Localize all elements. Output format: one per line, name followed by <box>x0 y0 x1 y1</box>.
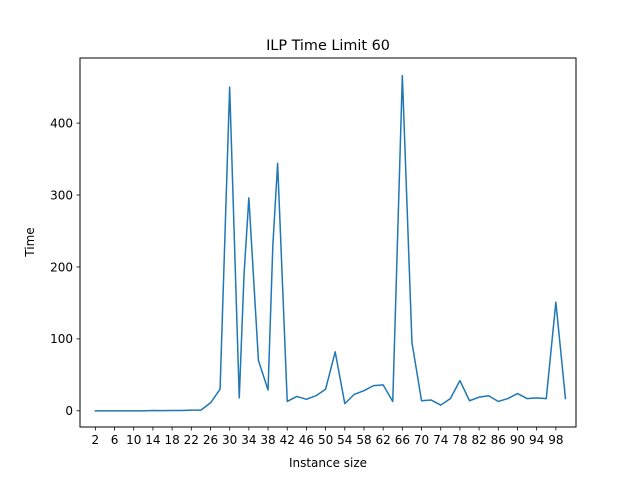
x-tick-label: 70 <box>414 433 429 447</box>
x-tick-label: 26 <box>203 433 218 447</box>
x-tick-label: 22 <box>184 433 199 447</box>
series-line <box>94 74 567 412</box>
x-tick-label: 54 <box>337 433 352 447</box>
y-axis-label: Time <box>23 227 37 257</box>
x-tick-label: 10 <box>126 433 141 447</box>
plot-frame <box>79 57 577 428</box>
x-tick-label: 98 <box>548 433 563 447</box>
x-tick-label: 66 <box>395 433 410 447</box>
x-tick-label: 58 <box>356 433 371 447</box>
x-tick-label: 42 <box>280 433 295 447</box>
x-tick-label: 50 <box>318 433 333 447</box>
x-tick-label: 86 <box>491 433 506 447</box>
plot-area <box>80 58 576 427</box>
y-tick-label: 100 <box>50 332 73 346</box>
y-tick-label: 300 <box>50 188 73 202</box>
x-tick-label: 46 <box>299 433 314 447</box>
x-tick-label: 14 <box>145 433 160 447</box>
y-tick-label: 0 <box>65 404 73 418</box>
x-tick-label: 78 <box>452 433 467 447</box>
x-tick-label: 90 <box>510 433 525 447</box>
y-tick-label: 400 <box>50 116 73 130</box>
x-tick-label: 38 <box>260 433 275 447</box>
x-tick-label: 6 <box>111 433 119 447</box>
series-layer <box>94 74 567 412</box>
x-tick-label: 2 <box>92 433 100 447</box>
x-tick-label: 30 <box>222 433 237 447</box>
x-tick-label: 82 <box>471 433 486 447</box>
y-axis-ticks: 0 100 200 300 400 <box>50 116 80 418</box>
x-tick-label: 18 <box>164 433 179 447</box>
x-tick-label: 62 <box>376 433 391 447</box>
x-tick-label: 34 <box>241 433 256 447</box>
x-axis-ticks: 2 6 10 14 18 22 26 30 34 38 42 46 50 54 58 62 66 70 74 78 82… <box>92 427 563 447</box>
x-tick-label: 74 <box>433 433 448 447</box>
chart-title: ILP Time Limit 60 <box>266 38 390 54</box>
x-tick-label: 94 <box>529 433 544 447</box>
y-tick-label: 200 <box>50 260 73 274</box>
x-axis-label: Instance size <box>289 456 367 470</box>
